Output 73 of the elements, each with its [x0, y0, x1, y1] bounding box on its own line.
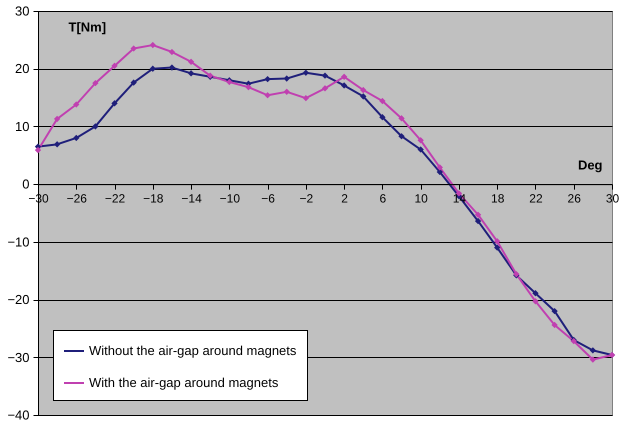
point — [284, 88, 290, 95]
point — [494, 244, 500, 251]
point — [398, 115, 405, 122]
y-tick-label: −10 — [7, 234, 30, 250]
x-tick-label: −18 — [143, 192, 164, 206]
point — [379, 98, 386, 104]
x-tick-label: −22 — [104, 192, 126, 206]
y-tick-label: 20 — [15, 61, 30, 76]
point — [150, 42, 156, 48]
x-tick-label: −10 — [220, 192, 240, 206]
point — [245, 84, 252, 90]
point — [322, 72, 328, 79]
point — [302, 70, 310, 76]
point — [264, 76, 271, 82]
point — [130, 79, 137, 86]
point — [302, 94, 310, 102]
point — [322, 85, 328, 92]
point — [73, 134, 80, 142]
y-tick-label: −30 — [7, 350, 30, 365]
x-axis-title: Deg — [578, 158, 603, 173]
point — [188, 58, 194, 65]
y-tick-label: −20 — [7, 292, 30, 308]
point — [284, 75, 290, 82]
point — [474, 212, 482, 218]
point — [590, 347, 596, 354]
point — [532, 298, 539, 304]
point — [92, 123, 99, 130]
y-axis-title: T[Nm] — [68, 20, 106, 34]
point — [418, 146, 424, 153]
point — [532, 290, 539, 296]
point — [551, 308, 558, 314]
point — [54, 141, 60, 148]
point — [379, 114, 386, 120]
point — [340, 82, 348, 89]
point — [418, 137, 424, 144]
y-tick-label: 30 — [15, 4, 30, 18]
point — [168, 48, 176, 56]
y-tick-label: 0 — [22, 176, 30, 192]
x-tick-label: 30 — [606, 192, 620, 206]
point — [150, 66, 156, 72]
x-tick-label: −26 — [66, 192, 88, 206]
x-tick-label: −14 — [181, 192, 202, 206]
x-tick-label: −2 — [300, 192, 314, 206]
x-tick-label: 10 — [414, 192, 428, 206]
point — [111, 100, 118, 107]
legend-label: Without the air-gap around magnets — [89, 343, 297, 358]
point — [360, 93, 366, 100]
point — [264, 92, 271, 98]
point — [130, 45, 137, 52]
x-tick-label: 2 — [341, 192, 348, 206]
x-tick-label: 18 — [491, 192, 505, 206]
point — [360, 86, 366, 94]
x-tick-label: 6 — [380, 192, 387, 206]
point — [111, 62, 118, 69]
point — [34, 146, 42, 154]
x-tick-label: 22 — [529, 192, 543, 206]
y-tick-label: 10 — [15, 118, 30, 134]
point — [436, 164, 443, 171]
x-tick-label: −6 — [261, 192, 276, 206]
point — [188, 70, 194, 76]
point — [168, 64, 176, 71]
y-tick-label: −40 — [7, 408, 30, 422]
point — [551, 322, 558, 328]
point — [590, 356, 596, 363]
point — [474, 218, 482, 224]
point — [494, 238, 500, 244]
point — [73, 101, 80, 108]
point — [54, 116, 60, 122]
legend-label: With the air-gap around magnets — [89, 375, 279, 390]
point — [398, 133, 405, 140]
point — [92, 80, 99, 86]
point — [340, 74, 348, 80]
x-tick-label: 26 — [568, 192, 582, 206]
